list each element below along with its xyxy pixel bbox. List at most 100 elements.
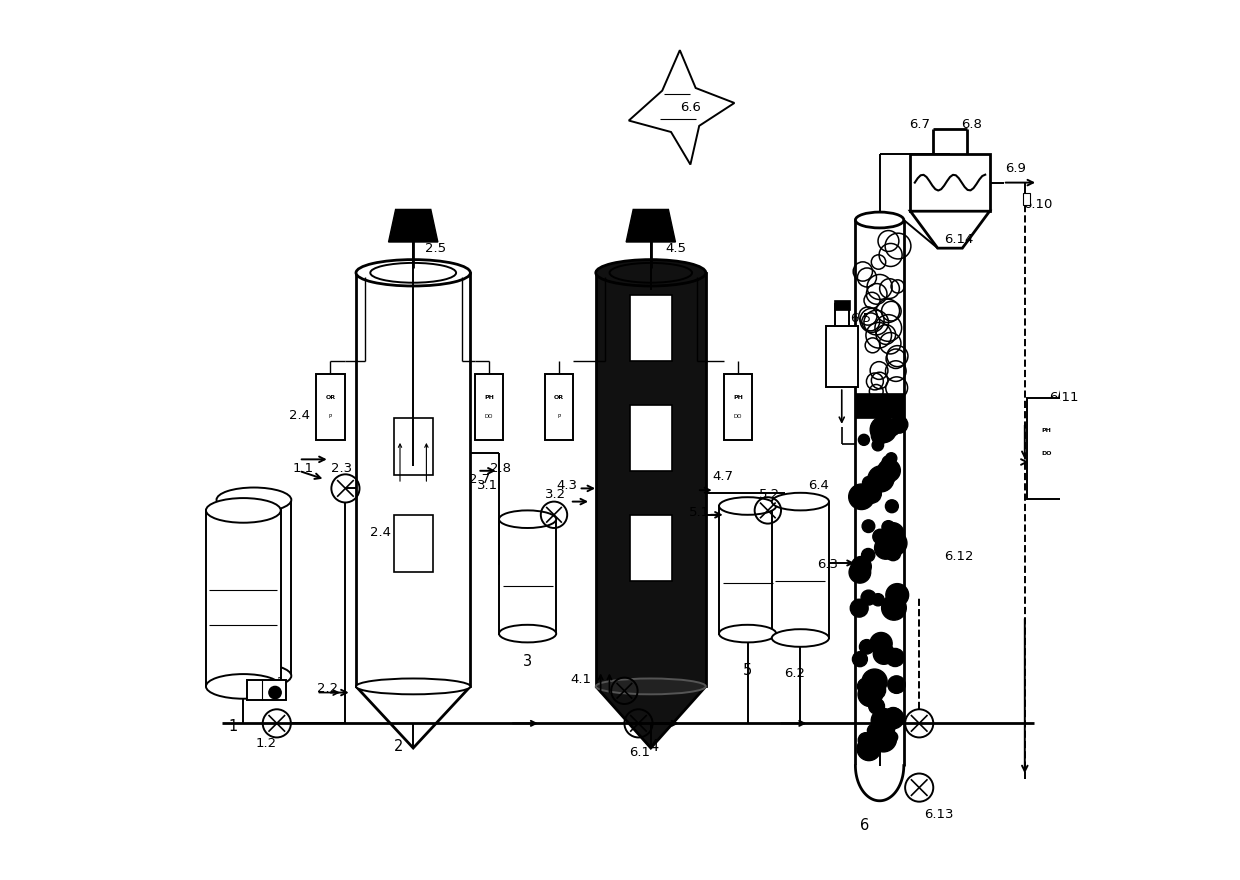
Text: 4.3: 4.3 xyxy=(557,480,578,492)
Text: PH: PH xyxy=(1042,428,1052,433)
Circle shape xyxy=(887,424,898,436)
Circle shape xyxy=(890,416,908,433)
Ellipse shape xyxy=(595,678,706,694)
FancyBboxPatch shape xyxy=(724,374,751,440)
FancyBboxPatch shape xyxy=(771,502,830,638)
FancyBboxPatch shape xyxy=(206,510,280,686)
Circle shape xyxy=(887,731,898,743)
Ellipse shape xyxy=(719,497,776,515)
Ellipse shape xyxy=(771,493,830,510)
Text: OR: OR xyxy=(554,394,564,400)
FancyBboxPatch shape xyxy=(1023,194,1030,205)
Text: 1: 1 xyxy=(228,718,237,734)
Text: 4.1: 4.1 xyxy=(570,673,591,686)
Ellipse shape xyxy=(217,488,291,512)
Text: P: P xyxy=(329,414,332,420)
FancyBboxPatch shape xyxy=(394,418,433,475)
Text: 2.4: 2.4 xyxy=(370,526,391,539)
Circle shape xyxy=(857,737,880,760)
FancyBboxPatch shape xyxy=(217,500,291,676)
Circle shape xyxy=(874,537,897,559)
Circle shape xyxy=(269,686,281,699)
FancyBboxPatch shape xyxy=(826,326,858,387)
Text: 1.2: 1.2 xyxy=(255,737,277,750)
Polygon shape xyxy=(595,686,706,748)
FancyBboxPatch shape xyxy=(630,405,672,471)
Circle shape xyxy=(858,682,883,707)
Circle shape xyxy=(862,520,874,532)
Polygon shape xyxy=(388,209,438,242)
Text: 2.6: 2.6 xyxy=(477,409,498,422)
Circle shape xyxy=(887,423,899,436)
Text: 6.6: 6.6 xyxy=(680,101,701,114)
Circle shape xyxy=(877,634,888,645)
Circle shape xyxy=(858,733,873,748)
FancyBboxPatch shape xyxy=(498,519,557,634)
Circle shape xyxy=(859,640,874,654)
Circle shape xyxy=(868,724,880,737)
FancyBboxPatch shape xyxy=(1027,398,1066,500)
Ellipse shape xyxy=(498,625,557,642)
FancyBboxPatch shape xyxy=(546,374,573,440)
Text: PH: PH xyxy=(484,394,494,400)
Text: 6.5: 6.5 xyxy=(851,312,872,325)
Circle shape xyxy=(885,583,909,606)
Text: 2.7: 2.7 xyxy=(469,473,490,486)
Circle shape xyxy=(885,452,897,464)
Text: 2.2: 2.2 xyxy=(317,682,339,694)
Circle shape xyxy=(882,523,904,546)
Circle shape xyxy=(862,669,887,694)
Text: P: P xyxy=(558,414,560,420)
Text: DO: DO xyxy=(1042,451,1052,457)
Text: PH: PH xyxy=(733,394,743,400)
Circle shape xyxy=(877,462,898,482)
Circle shape xyxy=(863,476,875,489)
Text: 2: 2 xyxy=(393,738,403,754)
Text: 6.13: 6.13 xyxy=(924,808,954,820)
Ellipse shape xyxy=(719,625,776,642)
Text: 6.4: 6.4 xyxy=(808,480,830,492)
FancyBboxPatch shape xyxy=(356,273,470,686)
Text: 6.11: 6.11 xyxy=(1049,392,1079,404)
Ellipse shape xyxy=(498,510,557,528)
Circle shape xyxy=(872,594,884,605)
FancyBboxPatch shape xyxy=(394,515,433,572)
Circle shape xyxy=(882,521,895,533)
Circle shape xyxy=(883,531,906,555)
Polygon shape xyxy=(856,766,904,801)
Circle shape xyxy=(861,590,875,605)
Circle shape xyxy=(882,456,895,469)
Circle shape xyxy=(851,599,868,617)
Text: 6.9: 6.9 xyxy=(1006,163,1027,175)
Circle shape xyxy=(858,435,869,445)
Circle shape xyxy=(883,708,904,729)
Circle shape xyxy=(848,484,874,510)
Circle shape xyxy=(885,546,900,561)
FancyBboxPatch shape xyxy=(475,374,503,440)
Text: 4.6: 4.6 xyxy=(728,409,748,422)
Ellipse shape xyxy=(610,263,692,282)
Text: 5.2: 5.2 xyxy=(759,488,780,501)
Circle shape xyxy=(872,708,897,733)
Text: 4.5: 4.5 xyxy=(666,242,687,254)
Text: 5: 5 xyxy=(743,663,753,678)
Text: 2.4: 2.4 xyxy=(289,409,310,422)
Ellipse shape xyxy=(371,263,456,282)
Polygon shape xyxy=(626,209,676,242)
Text: 1.1: 1.1 xyxy=(293,462,314,474)
Text: 3: 3 xyxy=(523,654,532,670)
Circle shape xyxy=(862,484,882,503)
Text: 4.4: 4.4 xyxy=(553,409,574,422)
Text: 6.2: 6.2 xyxy=(784,667,805,679)
FancyBboxPatch shape xyxy=(719,506,776,634)
Text: 2.8: 2.8 xyxy=(490,462,511,474)
Ellipse shape xyxy=(856,212,904,228)
Text: DO: DO xyxy=(485,414,494,420)
FancyBboxPatch shape xyxy=(835,304,848,326)
Circle shape xyxy=(878,459,900,482)
Circle shape xyxy=(849,561,870,583)
Circle shape xyxy=(885,708,901,724)
FancyBboxPatch shape xyxy=(910,154,990,211)
Text: 2.1: 2.1 xyxy=(264,676,285,688)
Ellipse shape xyxy=(356,260,470,286)
